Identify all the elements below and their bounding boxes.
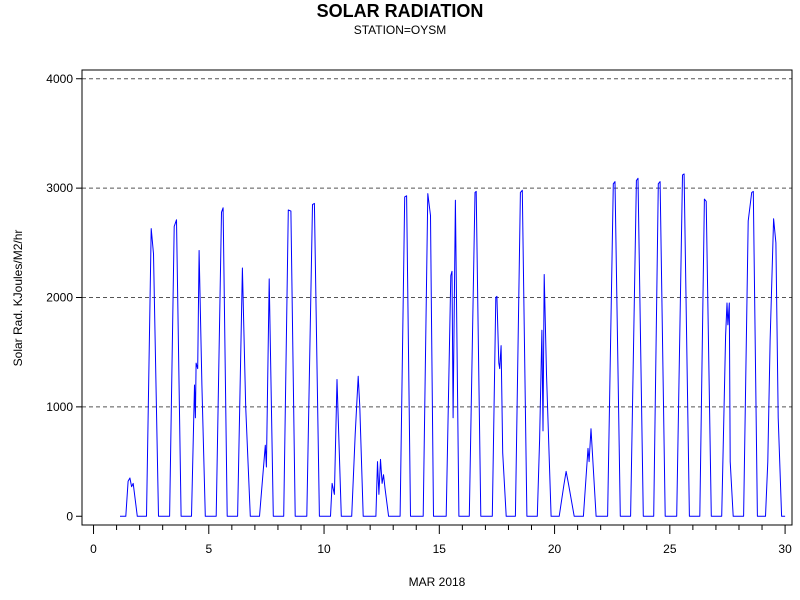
y-tick-label: 1000 [46, 400, 73, 414]
y-axis-title: Solar Rad. KJoules/M2/hr [11, 230, 25, 367]
y-tick-label: 0 [66, 509, 73, 523]
x-tick-label: 0 [90, 542, 97, 556]
x-tick-label: 20 [548, 542, 562, 556]
axes: 0 1000 2000 3000 4000 0 5 10 15 20 25 30 [46, 72, 792, 556]
x-tick-label: 25 [663, 542, 677, 556]
series-layer [120, 173, 786, 517]
chart-subtitle: STATION=OYSM [353, 23, 447, 37]
x-axis-title: MAR 2018 [409, 575, 466, 589]
y-tick-label: 2000 [46, 291, 73, 305]
chart-title: SOLAR RADIATION [316, 1, 484, 21]
y-tick-label: 4000 [46, 72, 73, 86]
y-tick-label: 3000 [46, 181, 73, 195]
x-tick-label: 10 [317, 542, 331, 556]
grid-lines [82, 78, 792, 408]
series-line [120, 173, 786, 517]
x-tick-label: 15 [433, 542, 447, 556]
x-tick-label: 30 [778, 542, 792, 556]
x-tick-label: 5 [205, 542, 212, 556]
